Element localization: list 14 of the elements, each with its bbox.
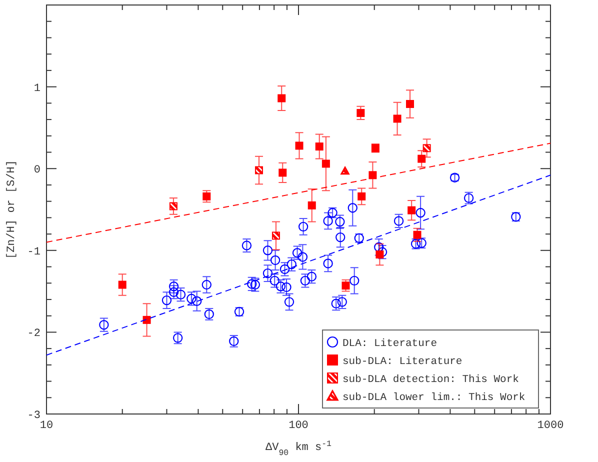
x-tick-label: 1000 [537,420,564,432]
legend-label: sub-DLA lower lim.: This Work [342,392,526,404]
y-tick-label: -1 [27,246,41,258]
y-axis-title: [Zn/H] or [S/H] [6,160,18,260]
x-tick-label: 10 [40,420,54,432]
x-axis-title: ΔV$_{90}$ km s$^{-1}$ [265,440,332,458]
legend-label: sub-DLA detection: This Work [342,374,519,386]
legend-label: DLA: Literature [342,338,438,350]
x-tick-label: 100 [288,420,308,432]
legend-label: sub-DLA: Literature [342,356,462,368]
y-tick-label: -3 [27,410,40,422]
y-tick-label: -2 [27,328,40,340]
y-tick-label: 1 [34,82,41,95]
y-tick-label: 0 [34,164,40,177]
